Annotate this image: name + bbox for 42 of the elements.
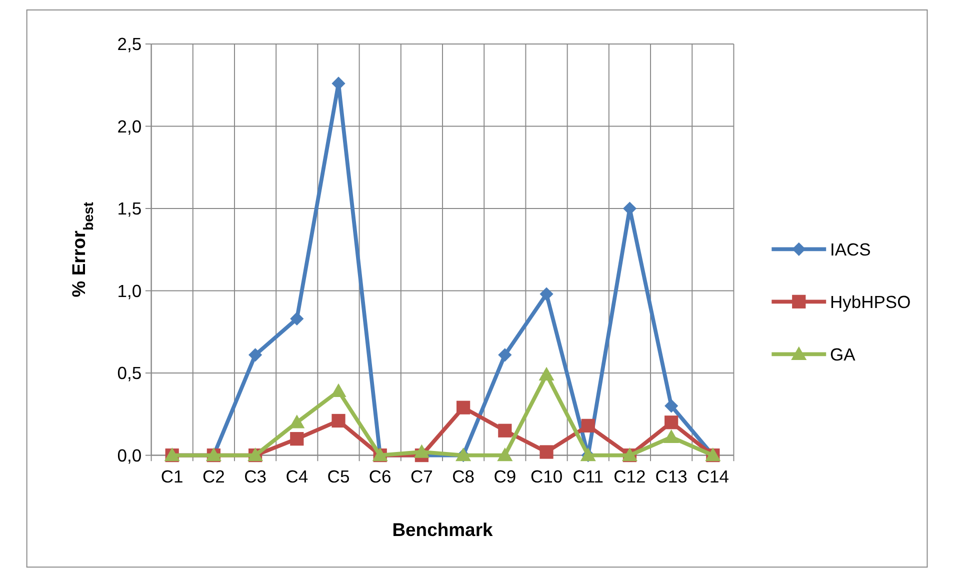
x-tick-label: C10 — [530, 466, 563, 487]
x-tick-label: C5 — [327, 466, 350, 487]
point — [498, 424, 512, 438]
y-tick-label: 0,5 — [117, 363, 142, 384]
legend-label: IACS — [830, 239, 871, 260]
point — [330, 383, 346, 397]
y-tick-label: 0,0 — [117, 445, 142, 466]
point — [498, 348, 512, 362]
point — [540, 445, 554, 459]
x-tick-label: C8 — [452, 466, 474, 487]
x-tick-label: C13 — [655, 466, 688, 487]
x-tick-label: C12 — [614, 466, 646, 487]
y-tick-label: 2,5 — [117, 34, 142, 54]
x-tick-label: C4 — [286, 466, 308, 487]
point — [664, 416, 678, 430]
x-tick-label: C7 — [410, 466, 433, 487]
point — [290, 432, 304, 446]
x-tick-label: C3 — [244, 466, 266, 487]
y-tick-label: 1,0 — [117, 280, 142, 301]
legend-label: GA — [830, 344, 856, 364]
point — [581, 418, 595, 432]
x-tick-label: C9 — [494, 466, 516, 487]
x-tick-label: C11 — [572, 466, 604, 487]
point — [456, 400, 470, 414]
y-tick-label: 1,5 — [117, 198, 142, 219]
legend-label: HybHPSO — [830, 292, 911, 312]
point — [540, 287, 554, 301]
y-tick-label: 2,0 — [117, 116, 142, 136]
point — [538, 366, 554, 381]
point — [664, 429, 680, 444]
x-tick-label: C6 — [368, 466, 392, 487]
point — [290, 312, 304, 326]
point — [248, 348, 262, 362]
point — [289, 414, 305, 428]
x-axis-title: Benchmark — [392, 518, 494, 540]
point — [664, 399, 678, 413]
point — [497, 448, 513, 462]
x-tick-label: C1 — [160, 466, 184, 487]
x-tick-label: C2 — [202, 466, 225, 487]
point — [332, 414, 346, 428]
x-tick-label: C14 — [696, 466, 730, 487]
point — [414, 444, 430, 458]
